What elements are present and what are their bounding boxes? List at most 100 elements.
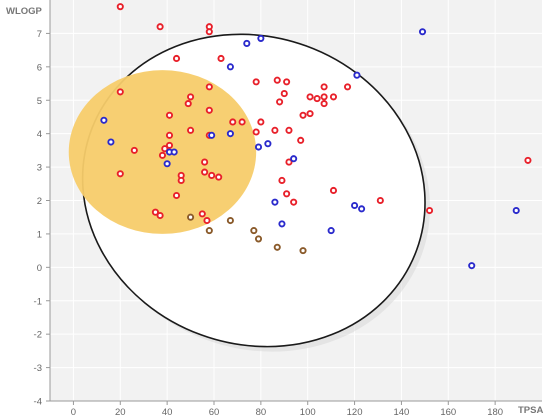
data-point xyxy=(163,160,171,168)
x-tick-label: 80 xyxy=(256,407,267,418)
data-point xyxy=(208,131,216,139)
data-point xyxy=(226,63,234,71)
data-point xyxy=(201,168,209,176)
y-tick-label: -2 xyxy=(34,330,42,341)
data-point xyxy=(226,130,234,138)
data-point xyxy=(205,106,213,114)
data-point xyxy=(320,93,328,101)
data-point xyxy=(177,176,185,184)
data-point xyxy=(205,28,213,36)
data-point xyxy=(343,83,352,91)
data-point xyxy=(165,111,174,119)
data-point xyxy=(172,191,181,200)
data-point xyxy=(271,126,279,134)
data-point xyxy=(285,126,293,134)
data-point xyxy=(161,145,169,153)
data-point xyxy=(205,227,213,235)
x-tick-label: 0 xyxy=(71,407,76,418)
data-point xyxy=(156,211,164,220)
data-point xyxy=(257,118,265,126)
data-point xyxy=(254,143,263,151)
data-point xyxy=(290,155,298,163)
data-point xyxy=(285,158,293,166)
data-point xyxy=(208,171,216,179)
data-point xyxy=(273,243,281,251)
y-tick-label: -4 xyxy=(34,397,42,408)
y-tick-label: -1 xyxy=(34,296,42,307)
data-point xyxy=(264,140,272,148)
data-point xyxy=(187,93,195,101)
x-tick-label: 60 xyxy=(209,407,220,418)
data-point xyxy=(215,173,223,181)
data-point xyxy=(283,78,291,86)
series-brown-points xyxy=(187,213,307,255)
y-tick-label: 7 xyxy=(37,29,42,40)
data-point xyxy=(151,208,159,216)
data-point xyxy=(116,88,124,96)
data-point xyxy=(250,227,258,235)
data-point xyxy=(184,100,192,108)
data-points xyxy=(100,3,532,270)
data-point xyxy=(226,216,234,225)
data-point xyxy=(299,247,307,255)
data-point xyxy=(238,118,246,126)
data-point xyxy=(418,28,427,36)
y-tick-label: 6 xyxy=(37,62,42,73)
data-point xyxy=(100,116,108,124)
data-point xyxy=(252,128,260,136)
data-point xyxy=(320,83,328,91)
y-tick-label: -3 xyxy=(34,363,42,374)
data-point xyxy=(306,110,314,118)
data-point xyxy=(280,90,288,98)
data-point xyxy=(254,235,263,243)
y-tick-label: 1 xyxy=(37,229,42,240)
data-point xyxy=(353,71,361,79)
y-tick-label: 5 xyxy=(37,96,42,107)
data-point xyxy=(252,78,260,86)
data-point xyxy=(290,198,298,206)
data-point xyxy=(165,131,174,139)
data-point xyxy=(351,201,359,210)
y-tick-label: 0 xyxy=(37,263,42,274)
data-point xyxy=(313,95,321,103)
data-point xyxy=(217,54,225,63)
y-tick-label: 2 xyxy=(37,196,42,207)
axes: 0 20 40 60 80 100 120 140 160 180 -4 -3 -2 -1 0 1 2 3 4 5 6 7 xyxy=(34,0,542,418)
data-point xyxy=(107,138,115,146)
y-tick-label: 3 xyxy=(37,163,42,174)
data-point xyxy=(170,148,178,156)
x-tick-label: 100 xyxy=(300,407,316,418)
x-axis-title: TPSA xyxy=(518,405,543,416)
data-point xyxy=(187,126,195,134)
data-point xyxy=(187,213,195,221)
data-point xyxy=(130,146,138,154)
data-point xyxy=(198,210,206,218)
x-tick-label: 20 xyxy=(115,407,126,418)
data-point xyxy=(297,136,305,144)
series-red-points xyxy=(116,3,532,225)
data-point xyxy=(158,151,167,159)
data-point xyxy=(358,205,366,213)
data-point xyxy=(299,111,307,119)
data-point xyxy=(329,186,338,195)
data-point xyxy=(327,227,335,235)
series-blue-points xyxy=(100,28,520,270)
y-axis-title: WLOGP xyxy=(6,6,43,17)
data-point xyxy=(172,54,181,63)
data-point xyxy=(116,3,124,11)
data-point xyxy=(229,118,237,126)
data-point xyxy=(116,170,124,178)
y-tick-label: 4 xyxy=(37,129,42,140)
data-point xyxy=(276,98,284,106)
data-point xyxy=(271,198,279,206)
data-point xyxy=(205,83,213,91)
data-point xyxy=(283,190,291,198)
data-point xyxy=(320,100,328,108)
data-point xyxy=(203,216,211,225)
data-point xyxy=(376,196,384,205)
data-point xyxy=(306,93,314,101)
data-point xyxy=(156,23,164,31)
x-tick-label: 160 xyxy=(440,407,456,418)
x-tick-label: 180 xyxy=(487,407,503,418)
